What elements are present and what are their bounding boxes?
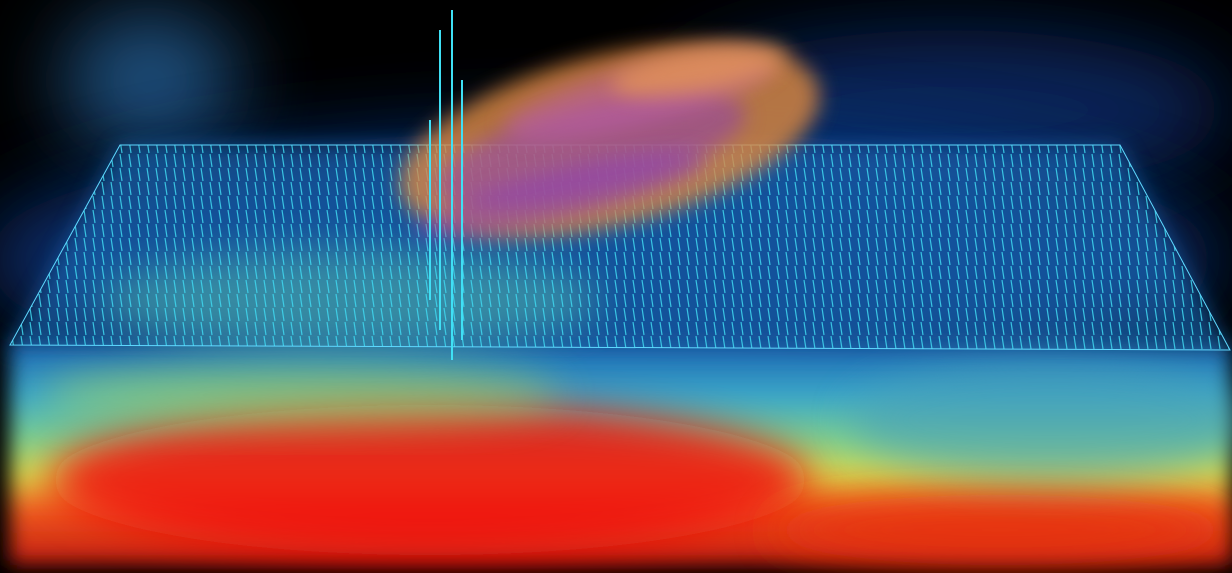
visualization bbox=[0, 0, 1232, 573]
volume bbox=[10, 340, 1232, 565]
page bbox=[0, 0, 1232, 573]
